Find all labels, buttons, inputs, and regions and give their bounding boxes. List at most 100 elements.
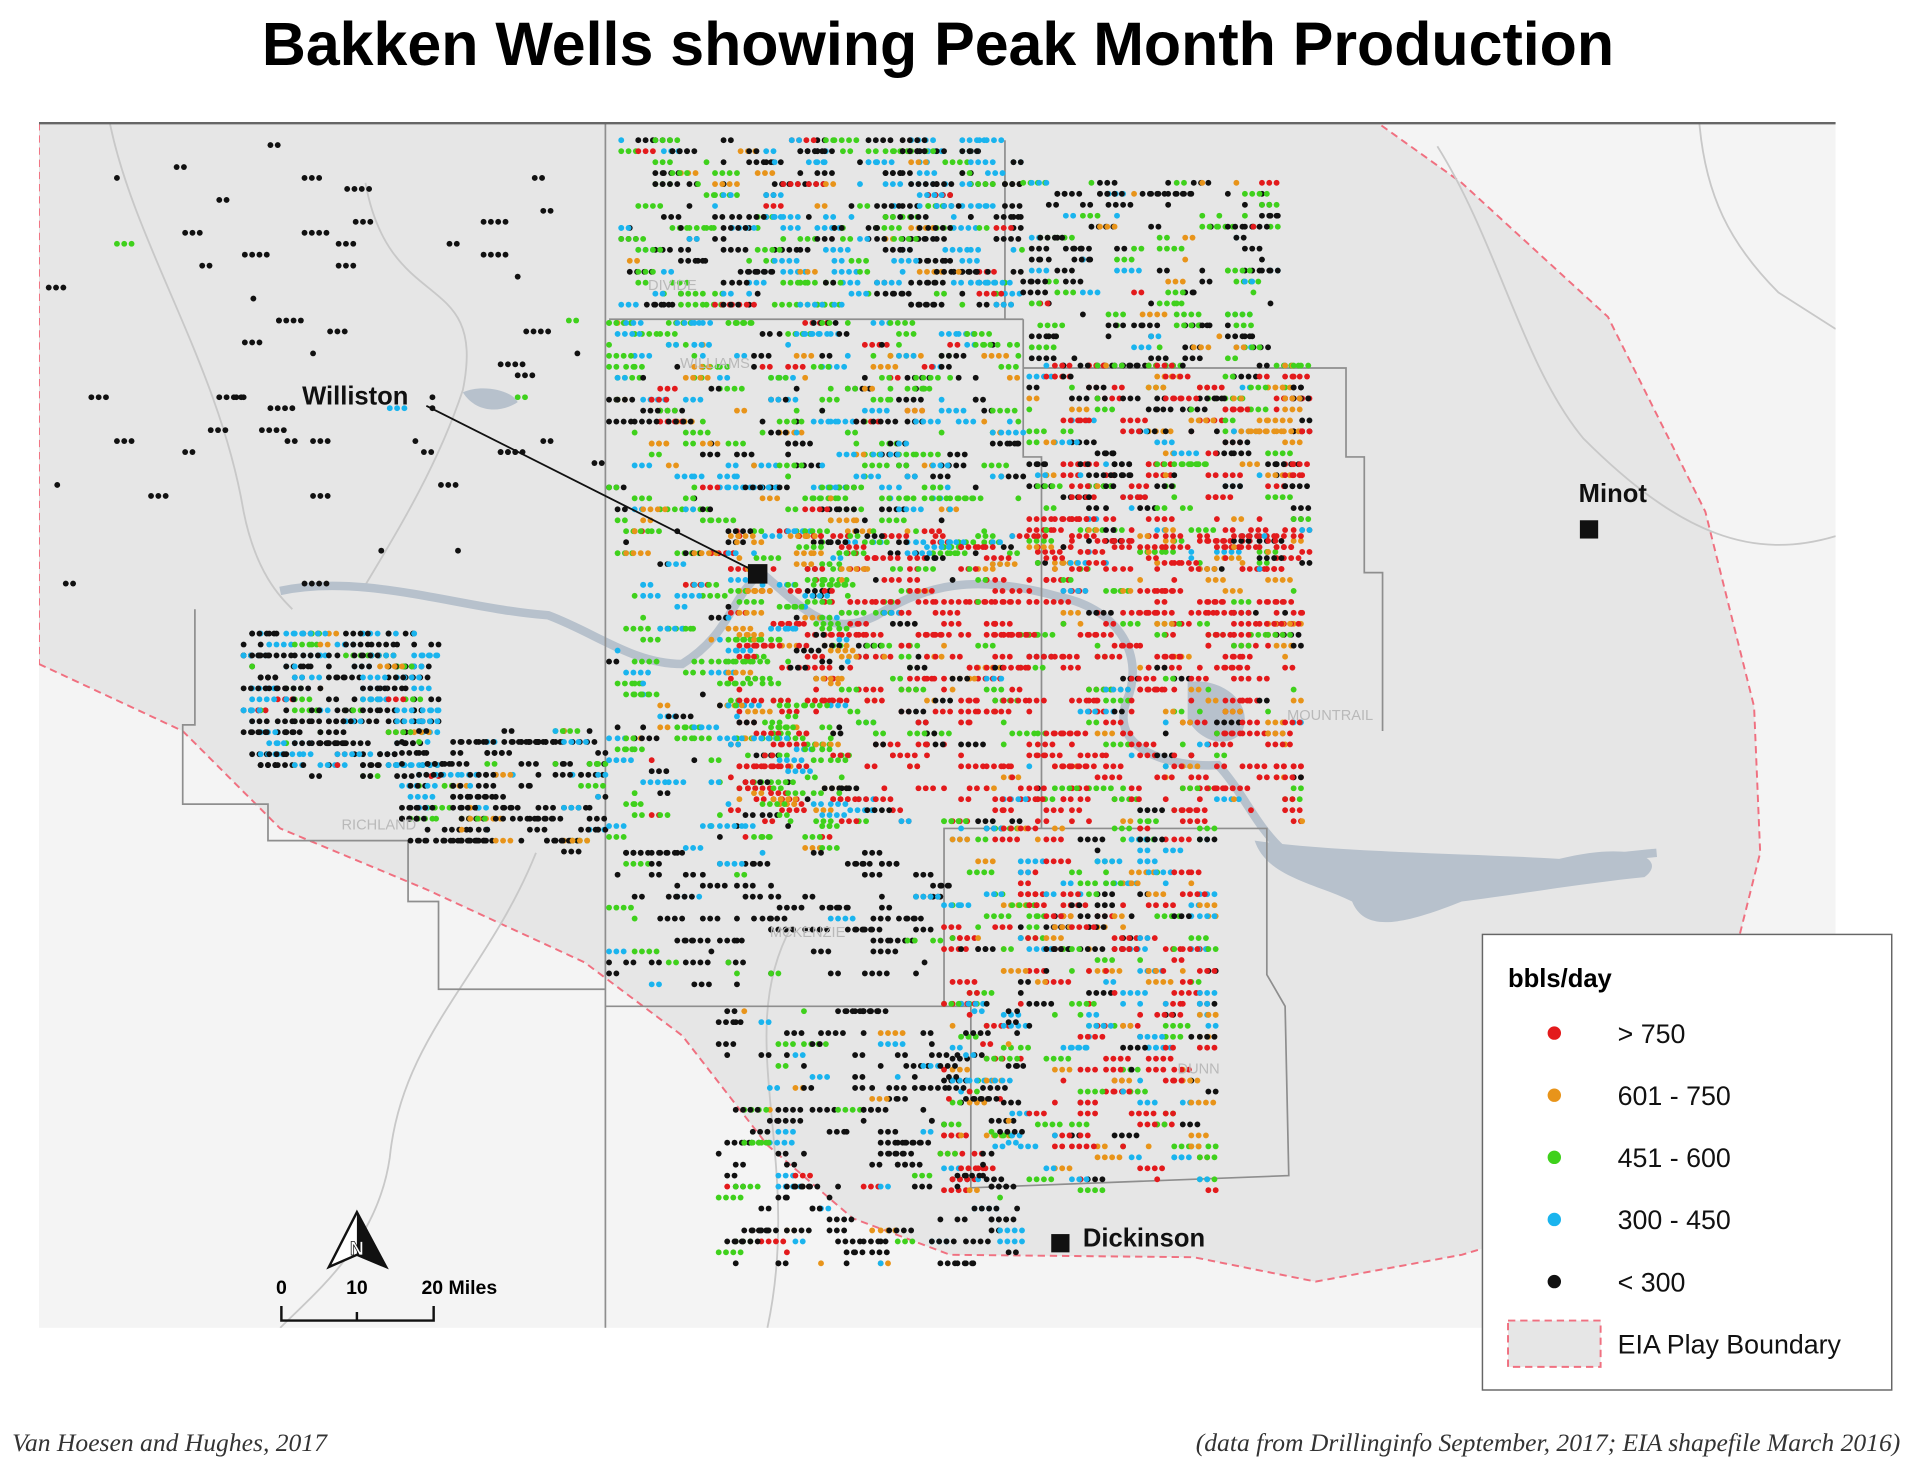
well-dot — [891, 235, 898, 242]
well-dot — [1051, 763, 1058, 770]
well-dot — [1244, 785, 1251, 792]
well-dot — [1077, 620, 1084, 627]
well-dot — [334, 762, 341, 769]
well-dot — [1020, 429, 1027, 436]
well-dot — [586, 760, 593, 767]
well-dot — [1036, 333, 1042, 340]
well-dot — [529, 372, 536, 379]
well-dot — [646, 330, 653, 337]
well-dot — [424, 739, 431, 745]
well-dot — [637, 528, 644, 535]
well-dot — [427, 718, 433, 725]
well-dot — [350, 630, 357, 637]
well-dot — [1206, 223, 1213, 230]
well-dot — [667, 159, 673, 166]
well-dot — [673, 418, 679, 425]
well-dot — [959, 181, 966, 187]
well-dot — [1146, 311, 1153, 318]
well-dot — [1272, 598, 1279, 605]
well-dot — [1204, 741, 1211, 748]
well-dot — [810, 539, 817, 546]
well-dot — [793, 561, 800, 568]
well-dot — [431, 760, 438, 767]
well-dot — [1182, 256, 1189, 263]
well-dot — [974, 664, 980, 671]
well-dot — [1265, 461, 1271, 468]
well-dot — [998, 137, 1005, 144]
well-dot — [843, 517, 850, 524]
well-dot — [869, 341, 876, 348]
well-dot — [585, 782, 592, 789]
well-dot — [614, 396, 621, 403]
well-dot — [1204, 395, 1211, 402]
well-dot — [768, 555, 774, 561]
well-dot — [698, 341, 705, 348]
well-dot — [1221, 730, 1228, 737]
well-dot — [665, 341, 672, 348]
well-dot — [680, 418, 687, 425]
well-dot — [967, 279, 974, 286]
well-dot — [678, 257, 684, 264]
well-dot — [385, 630, 392, 637]
well-dot — [440, 837, 447, 844]
well-dot — [1178, 245, 1185, 252]
well-dot — [155, 492, 162, 499]
well-dot — [435, 641, 442, 648]
well-dot — [429, 793, 436, 800]
well-dot — [632, 301, 639, 308]
well-dot — [1249, 190, 1256, 197]
well-dot — [552, 760, 559, 767]
well-dot — [763, 159, 770, 166]
well-dot — [384, 751, 391, 758]
well-dot — [942, 159, 949, 166]
well-dot — [431, 782, 438, 789]
well-dot — [656, 440, 662, 447]
well-dot — [394, 740, 401, 747]
well-dot — [1172, 278, 1179, 285]
well-dot — [751, 301, 757, 308]
well-dot — [844, 429, 851, 436]
well-dot — [835, 620, 841, 627]
well-dot — [640, 396, 647, 403]
well-dot — [938, 363, 945, 370]
well-dot — [1256, 362, 1263, 369]
well-dot — [316, 718, 323, 725]
well-dot — [492, 837, 499, 844]
well-dot — [958, 224, 965, 231]
well-dot — [419, 652, 426, 659]
well-dot — [780, 279, 787, 286]
well-dot — [561, 760, 567, 767]
well-dot — [558, 837, 565, 844]
well-dot — [1043, 373, 1050, 380]
well-dot — [1213, 223, 1220, 230]
well-dot — [897, 752, 904, 759]
well-dot — [273, 740, 280, 747]
well-dot — [273, 427, 280, 434]
well-dot — [648, 396, 655, 403]
well-dot — [263, 696, 270, 703]
well-dot — [585, 826, 592, 833]
well-dot — [913, 451, 919, 458]
well-dot — [734, 181, 740, 187]
well-dot — [1037, 234, 1044, 241]
well-dot — [1298, 774, 1304, 781]
well-dot — [428, 641, 435, 648]
well-dot — [872, 148, 879, 155]
well-dot — [837, 730, 844, 737]
well-dot — [1077, 527, 1084, 533]
well-dot — [360, 685, 366, 692]
well-dot — [324, 438, 331, 445]
well-dot — [955, 203, 962, 209]
well-dot — [1231, 675, 1237, 682]
well-dot — [256, 729, 263, 736]
well-dot — [1094, 362, 1101, 369]
well-dot — [1094, 538, 1101, 544]
well-dot — [776, 484, 783, 491]
well-dot — [819, 462, 826, 469]
well-dot — [682, 495, 689, 502]
well-dot — [1154, 311, 1161, 318]
well-dot — [1167, 406, 1174, 413]
well-dot — [1238, 450, 1245, 457]
well-dot — [1259, 201, 1265, 208]
well-dot — [811, 774, 818, 781]
